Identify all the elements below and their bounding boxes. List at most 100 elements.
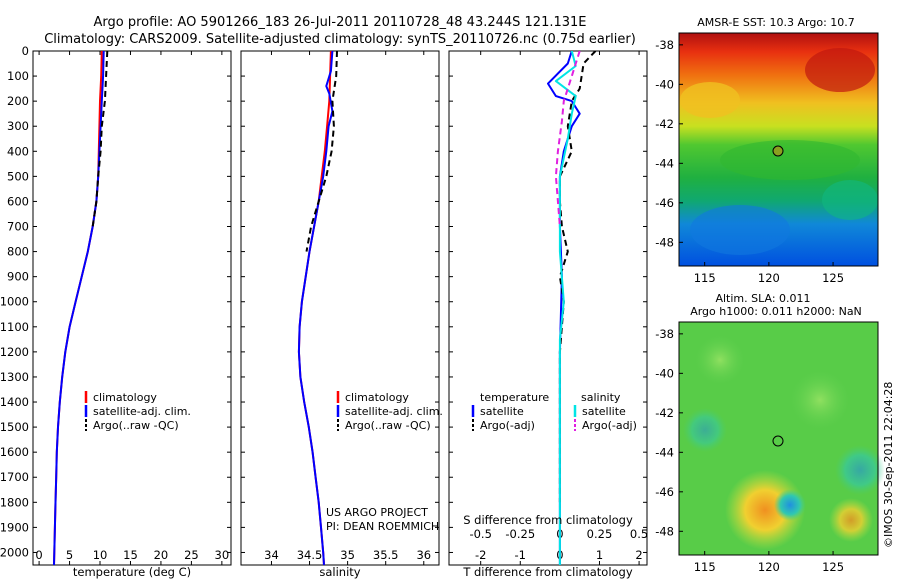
depth-axis: 0100200300400500600700800900100011001200… <box>0 44 647 559</box>
y-tick-label: 800 <box>7 245 29 259</box>
sla-map-axes: 115 120 125 -38 -40 -42 -44 -46 -48 <box>655 327 844 574</box>
y-tick-label: 1600 <box>0 445 29 459</box>
map-y-tick-label: -48 <box>655 235 674 249</box>
x-tick-label: 10 <box>93 548 108 562</box>
map-y-tick-label: -46 <box>655 485 674 499</box>
temperature-panel-frame <box>32 50 232 566</box>
argo-location-marker <box>772 145 784 157</box>
map-y-tick-label: -42 <box>655 117 674 131</box>
figure-title-line2: Climatology: CARS2009. Satellite-adjuste… <box>44 32 636 47</box>
series-argo-raw-qc- <box>305 51 338 252</box>
y-tick-label: 900 <box>7 270 29 284</box>
sst-map-axes: 115 120 125 -38 -40 -42 -44 -46 -48 <box>655 38 844 285</box>
x-tick-label: 35.5 <box>373 548 399 562</box>
x-tick-label: 2 <box>635 548 642 562</box>
map-y-tick-label: -48 <box>655 524 674 538</box>
y-tick-label: 100 <box>7 69 29 83</box>
salinity-x-axis: 34 34.5 35 35.5 36 <box>264 51 431 565</box>
sst-map-frame <box>678 32 879 267</box>
series-salinity-satellite <box>554 51 577 565</box>
legend-label-t-argo: Argo(-adj) <box>480 419 535 432</box>
sla-cool-patch <box>683 408 727 452</box>
map-y-tick-label: -42 <box>655 406 674 420</box>
s-diff-tick-label: 0.5 <box>630 527 648 541</box>
salinity-xlabel: salinity <box>319 565 360 579</box>
sst-map-title: AMSR-E SST: 10.3 Argo: 10.7 <box>697 16 855 29</box>
x-tick-label: 15 <box>123 548 138 562</box>
s-diff-tick-label: -0.25 <box>505 527 535 541</box>
x-tick-label: -1 <box>515 548 526 562</box>
series-satellite-adj-clim- <box>53 51 105 565</box>
x-tick-label: 1 <box>596 548 603 562</box>
legend-label-argo: Argo(..raw -QC) <box>345 419 431 432</box>
sla-map <box>678 321 885 556</box>
y-tick-label: 1200 <box>0 345 29 359</box>
legend-title-temperature: temperature <box>480 391 549 404</box>
t-difference-xlabel: T difference from climatology <box>462 565 633 579</box>
map-x-tick-label: 125 <box>822 560 844 574</box>
x-tick-label: 25 <box>184 548 199 562</box>
temperature-legend: climatology satellite-adj. clim. Argo(..… <box>84 391 191 432</box>
s-difference-xlabel: S difference from climatology <box>463 513 633 527</box>
s-diff-tick-label: 0.25 <box>587 527 613 541</box>
x-tick-label: 0 <box>35 548 42 562</box>
y-tick-label: 1700 <box>0 470 29 484</box>
y-tick-label: 500 <box>7 169 29 183</box>
y-tick-label: 1800 <box>0 495 29 509</box>
sla-light-patch <box>790 370 850 430</box>
map-x-tick-label: 115 <box>694 560 716 574</box>
map-x-tick-label: 120 <box>758 560 780 574</box>
difference-panel-frame <box>448 50 648 566</box>
sst-green-band <box>720 140 860 180</box>
y-tick-label: 1000 <box>0 295 29 309</box>
temperature-x-axis: 0 5 10 15 20 25 30 <box>35 51 229 565</box>
salinity-series <box>297 51 338 565</box>
sla-map-title-line2: Argo h1000: 0.011 h2000: NaN <box>690 305 862 318</box>
legend-label-s-satellite: satellite <box>582 405 626 418</box>
y-tick-label: 1500 <box>0 420 29 434</box>
sst-map <box>678 32 879 267</box>
map-y-tick-label: -40 <box>655 366 674 380</box>
x-tick-label: 34 <box>264 548 279 562</box>
x-tick-label: 20 <box>154 548 169 562</box>
legend-label-climatology: climatology <box>345 391 409 404</box>
sst-cool-patch <box>690 205 790 255</box>
difference-legend: temperature satellite Argo(-adj) salinit… <box>471 391 637 432</box>
x-tick-label: 30 <box>215 548 230 562</box>
x-tick-label: 35 <box>340 548 355 562</box>
y-tick-label: 700 <box>7 220 29 234</box>
sst-hot-patch <box>805 48 875 92</box>
sla-cool-patch <box>835 445 885 495</box>
x-tick-label: 34.5 <box>297 548 323 562</box>
map-x-tick-label: 115 <box>694 271 716 285</box>
legend-title-salinity: salinity <box>581 391 621 404</box>
x-tick-label: -2 <box>475 548 486 562</box>
y-tick-label: 400 <box>7 144 29 158</box>
s-diff-tick-label: -0.5 <box>469 527 491 541</box>
legend-label-t-satellite: satellite <box>480 405 524 418</box>
map-y-tick-label: -40 <box>655 77 674 91</box>
legend-label-climatology: climatology <box>93 391 157 404</box>
y-tick-label: 600 <box>7 194 29 208</box>
argo-location-marker <box>772 435 784 447</box>
pi-annotation: PI: DEAN ROEMMICH <box>326 520 439 533</box>
legend-label-satellite: satellite-adj. clim. <box>345 405 443 418</box>
difference-series <box>547 51 597 565</box>
series-satellite-adj-clim- <box>297 51 334 565</box>
salinity-panel-frame <box>240 50 440 566</box>
series-salinity-argo-adj- <box>554 51 581 227</box>
legend-label-argo: Argo(..raw -QC) <box>93 419 179 432</box>
map-y-tick-label: -38 <box>655 38 674 52</box>
y-tick-label: 2000 <box>0 545 29 559</box>
legend-label-s-argo: Argo(-adj) <box>582 419 637 432</box>
sla-light-patch <box>695 335 745 385</box>
map-y-tick-label: -38 <box>655 327 674 341</box>
map-x-tick-label: 120 <box>758 271 780 285</box>
y-tick-label: 0 <box>22 44 29 58</box>
y-tick-label: 200 <box>7 94 29 108</box>
sla-map-frame <box>678 321 879 556</box>
salinity-legend: climatology satellite-adj. clim. Argo(..… <box>336 391 443 432</box>
y-tick-label: 300 <box>7 119 29 133</box>
project-annotation: US ARGO PROJECT <box>326 506 428 519</box>
